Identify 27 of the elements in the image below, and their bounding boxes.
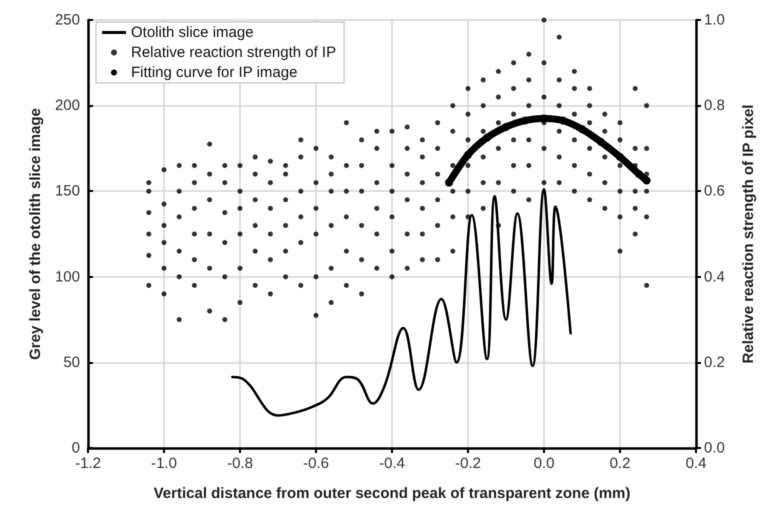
x-tick-label: -0.4 <box>379 455 405 472</box>
y-tick-label: 100 <box>54 268 80 286</box>
y-tick-label: 250 <box>54 12 80 28</box>
y2-tick-label: 1.0 <box>704 12 725 28</box>
y2-tick-label: 0.6 <box>704 182 725 200</box>
legend-label: Fitting curve for IP image <box>131 64 298 81</box>
x-tick-label: -0.8 <box>227 455 253 472</box>
y-tick-label: 200 <box>54 97 80 114</box>
y-tick-label: 0 <box>72 440 80 456</box>
y2-axis-title: Relative reaction strength of IP pixel <box>740 104 757 364</box>
x-tick-label: 0.0 <box>534 455 554 472</box>
legend-label: Relative reaction strength of IP <box>131 44 336 61</box>
legend-label: Otolith slice image <box>131 24 254 41</box>
y-axis-title: Grey level of the otolith slice image <box>27 108 44 360</box>
x-tick-label: -0.6 <box>303 455 329 472</box>
y2-tick-label: 0.0 <box>704 440 725 456</box>
x-tick-label: 0.2 <box>610 455 630 472</box>
y2-tick-label: 0.2 <box>704 354 725 371</box>
y2-tick-label: 0.4 <box>704 268 725 286</box>
y-tick-label: 150 <box>54 182 80 200</box>
y2-tick-label: 0.8 <box>704 97 725 114</box>
y-tick-label: 50 <box>63 354 80 371</box>
x-tick-label: -0.2 <box>455 455 481 472</box>
x-tick-label: 0.4 <box>686 455 706 472</box>
x-axis-title: Vertical distance from outer second peak of transparent zone (mm) <box>154 485 630 502</box>
x-tick-label: -1.2 <box>75 455 101 472</box>
x-tick-label: -1.0 <box>151 455 177 472</box>
